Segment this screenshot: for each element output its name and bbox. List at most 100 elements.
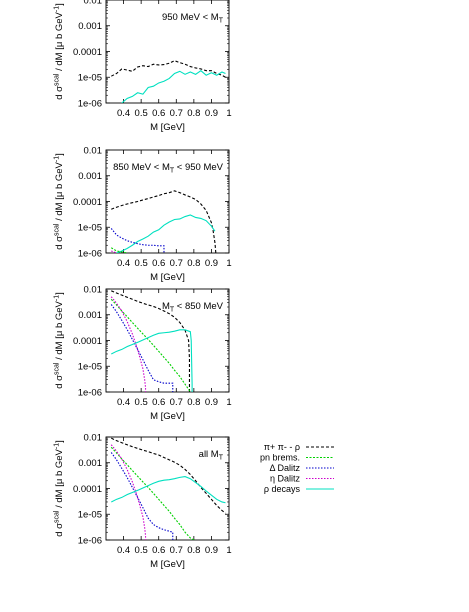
x-tick-label: 0.6 (152, 258, 165, 269)
series-group (110, 190, 217, 253)
y-axis-label: d σscal​ / dM [μ b GeV-1​] (54, 292, 66, 389)
y-axis-label: d σscal​ / dM [μ b GeV-1​] (54, 440, 66, 537)
x-tick-label: 0.7 (170, 545, 183, 556)
y-tick-label: 0.01 (84, 284, 103, 295)
plot-area: 0.01 0.001 0.0001 1e-05 1e-06 0.4 0.5 0.6 0.7 0.8… (73, 432, 232, 570)
plot-area: 0.01 0.001 0.0001 1e-05 1e-06 0.4 0.5 0.6 0.7 0.8… (73, 145, 232, 283)
x-tick-label: 0.7 (170, 108, 183, 119)
legend-item-eta-dalitz: η Dalitz (270, 474, 334, 484)
series-line-delta-dalitz (110, 452, 174, 540)
panel-annotation: all MT​ (199, 449, 224, 462)
series-line-eta-dalitz (110, 444, 147, 540)
y-axis-label-text: d σscal​ / dM [μ b GeV-1​] (54, 292, 66, 389)
y-tick-label: 0.0001 (73, 484, 102, 495)
panel-4: d σscal​ / dM [μ b GeV-1​] 0.01 0.001 0.00… (54, 432, 232, 570)
legend-item-delta-dalitz: Δ Dalitz (269, 463, 334, 473)
x-axis-label: M [GeV] (150, 272, 185, 283)
panel-annotation: 850 MeV < MT​ < 950 MeV (113, 162, 224, 175)
y-tick-label: 0.001 (78, 458, 102, 469)
x-tick-label: 1 (226, 397, 231, 408)
x-tick-label: 0.8 (187, 545, 200, 556)
y-axis-label-text: d σscal​ / dM [μ b GeV-1​] (54, 440, 66, 537)
y-axis-label: d σscal​ / dM [μ b GeV-1​] (54, 153, 66, 250)
y-tick-label: 1e-06 (78, 248, 102, 259)
x-tick-label: 0.6 (152, 397, 165, 408)
series-line-pn-brems (110, 446, 195, 540)
series-line-rho-decays (121, 69, 226, 103)
x-tick-label: 0.5 (135, 545, 148, 556)
x-tick-label: 0.4 (117, 397, 130, 408)
legend-item-rho-decays: ρ decays (264, 484, 334, 494)
series-line-rho-decays (111, 329, 193, 392)
y-tick-label: 0.0001 (73, 336, 102, 347)
y-tick-label: 1e-06 (78, 387, 102, 398)
y-tick-label: 1e-05 (78, 223, 102, 234)
y-tick-label: 0.0001 (73, 197, 102, 208)
panel-2: d σscal​ / dM [μ b GeV-1​] 0.01 0.001 0.00… (54, 145, 232, 283)
plot-area: 0.01 0.001 0.0001 1e-05 1e-06 0.4 0.5 0.6 0.7 0.8… (73, 284, 232, 422)
y-tick-label: 0.001 (78, 21, 102, 32)
legend-label: pn brems. (260, 453, 300, 463)
series-line-eta-dalitz (110, 296, 147, 392)
y-tick-label: 1e-05 (78, 362, 102, 373)
x-tick-label: 0.6 (152, 545, 165, 556)
x-tick-label: 0.7 (170, 258, 183, 269)
x-tick-label: 1 (226, 258, 231, 269)
panel-annotation: 950 MeV < MT​ (162, 12, 224, 25)
x-tick-label: 0.6 (152, 108, 165, 119)
x-tick-label: 0.9 (205, 258, 218, 269)
x-tick-label: 0.4 (117, 545, 130, 556)
y-tick-label: 1e-05 (78, 73, 102, 84)
series-line-delta-dalitz (110, 304, 174, 392)
legend-item-pn-brems: pn brems. (260, 453, 334, 463)
series-group (110, 437, 226, 540)
series-group (111, 60, 226, 103)
plot-area: 0.01 0.001 0.0001 1e-05 1e-06 0.4 0.5 0.6 0.7 0.8… (73, 0, 232, 133)
y-tick-label: 1e-05 (78, 510, 102, 521)
y-axis-label-text: d σscal​ / dM [μ b GeV-1​] (54, 3, 66, 100)
legend-label: η Dalitz (270, 474, 301, 484)
x-tick-label: 0.5 (135, 397, 148, 408)
series-line-pipi-rho (111, 290, 191, 392)
x-tick-label: 0.9 (205, 108, 218, 119)
series-line-pipi-rho (111, 190, 217, 253)
y-tick-label: 0.01 (84, 145, 103, 156)
x-tick-label: 0.9 (205, 397, 218, 408)
series-line-rho-decays (111, 476, 226, 504)
y-tick-label: 0.01 (84, 0, 103, 6)
legend-label: ρ decays (264, 484, 301, 494)
y-tick-label: 0.001 (78, 171, 102, 182)
y-tick-label: 1e-06 (78, 535, 102, 546)
x-tick-label: 0.9 (205, 545, 218, 556)
legend-label: π+ π- - ρ (264, 442, 300, 452)
x-tick-label: 0.5 (135, 258, 148, 269)
x-axis-label: M [GeV] (150, 122, 185, 133)
x-tick-label: 0.8 (187, 397, 200, 408)
series-line-eta-dalitz (111, 250, 117, 253)
y-tick-label: 0.001 (78, 310, 102, 321)
x-tick-label: 0.4 (117, 108, 130, 119)
y-tick-label: 0.0001 (73, 47, 102, 58)
x-tick-label: 0.7 (170, 397, 183, 408)
panel-3: d σscal​ / dM [μ b GeV-1​] 0.01 0.001 0.00… (54, 284, 232, 422)
series-group (110, 290, 193, 392)
x-tick-label: 0.8 (187, 258, 200, 269)
legend-item-pipi-rho: π+ π- - ρ (264, 442, 334, 452)
legend-label: Δ Dalitz (269, 463, 300, 473)
x-tick-label: 1 (226, 545, 231, 556)
series-line-pn-brems (110, 247, 128, 253)
series-line-pipi-rho (111, 60, 226, 78)
x-axis-label: M [GeV] (150, 411, 185, 422)
y-axis-label-text: d σscal​ / dM [μ b GeV-1​] (54, 153, 66, 250)
x-tick-label: 0.4 (117, 258, 130, 269)
series-line-pipi-rho (111, 437, 226, 514)
y-tick-label: 1e-06 (78, 98, 102, 109)
y-axis-label: d σscal​ / dM [μ b GeV-1​] (54, 3, 66, 100)
series-line-delta-dalitz (110, 228, 165, 253)
x-tick-label: 1 (226, 108, 231, 119)
y-tick-label: 0.01 (84, 432, 103, 443)
series-line-pn-brems (110, 298, 191, 392)
series-line-rho-decays (116, 214, 216, 253)
